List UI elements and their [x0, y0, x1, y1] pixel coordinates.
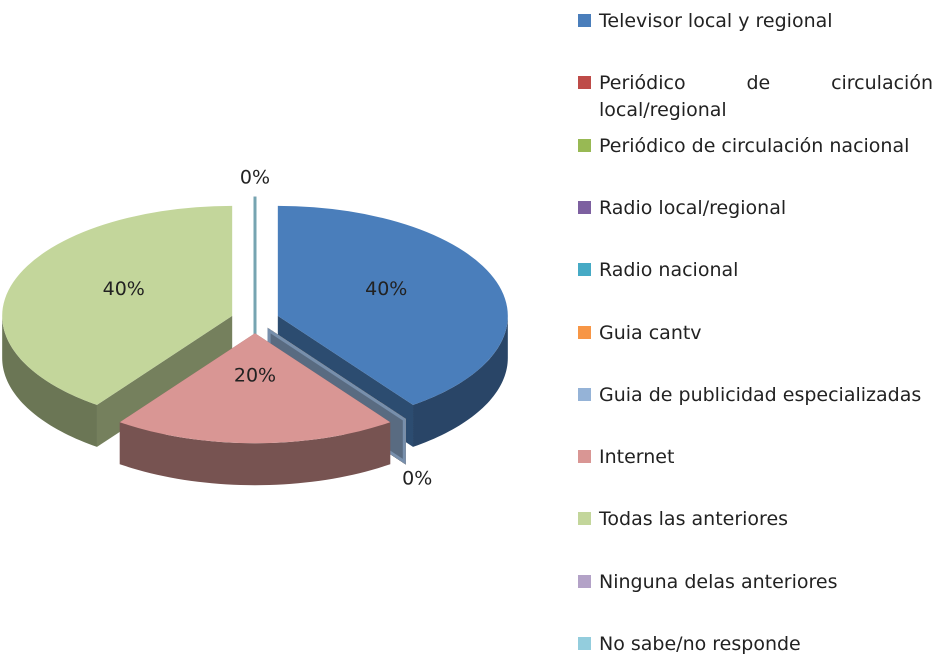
legend-entry: Periódico de circulación nacional [578, 133, 933, 160]
legend-entry: Radio local/regional [578, 195, 933, 222]
legend-swatch [578, 200, 591, 214]
legend-entry: Periódico de circulación local/regional [578, 70, 933, 124]
slice-side [413, 315, 508, 447]
legend-entry: Televisor local y regional [578, 8, 933, 35]
legend-swatch [578, 574, 591, 588]
legend-swatch [578, 263, 591, 277]
slice-side [2, 315, 97, 447]
legend-entry: Radio nacional [578, 257, 933, 284]
legend-label: No sabe/no responde [599, 633, 801, 655]
slice-top [2, 205, 233, 405]
legend-entry: No sabe/no responde [578, 631, 933, 658]
legend-swatch [578, 76, 591, 90]
legend-entry: Guia de publicidad especializadas [578, 382, 933, 409]
legend-label: Periódico de circulación nacional [599, 134, 910, 157]
slice-top [119, 333, 391, 444]
data-label: 40% [365, 278, 407, 300]
slice-cut-face [96, 315, 233, 447]
slice [2, 205, 233, 447]
legend-swatch [578, 637, 591, 650]
legend-swatch [578, 450, 591, 464]
legend-label: Todas las anteriores [599, 508, 789, 531]
legend-entry: Guia cantv [578, 320, 933, 347]
legend-label: Ninguna delas anteriores [599, 570, 838, 593]
data-label: 20% [234, 365, 276, 387]
data-label: 0% [240, 167, 270, 189]
legend-entry: Internet [578, 444, 933, 471]
chart: 40% 0% 20% 40% 0% [2, 167, 508, 489]
legend-swatch [578, 138, 591, 152]
legend-label: Guia cantv [599, 321, 702, 344]
legend-entry: Ninguna delas anteriores [578, 569, 933, 596]
legend-label: Televisor local y regional [599, 10, 833, 32]
legend-swatch [578, 14, 591, 27]
legend-swatch [578, 512, 591, 526]
legend-swatch [578, 325, 591, 339]
legend-label: Periódico de circulación local/regional [599, 72, 933, 122]
legend-label: Guia de publicidad especializadas [599, 383, 922, 406]
data-label: 0% [402, 467, 432, 489]
legend-label: Radio local/regional [599, 196, 787, 219]
slice-side [119, 422, 391, 486]
legend-label: Internet [599, 446, 675, 469]
slice-top [277, 205, 508, 405]
legend-swatch [578, 387, 591, 401]
slice [119, 333, 391, 486]
legend-entry: Todas las anteriores [578, 506, 933, 533]
legend-label: Radio nacional [599, 259, 739, 282]
data-label: 40% [103, 278, 145, 300]
